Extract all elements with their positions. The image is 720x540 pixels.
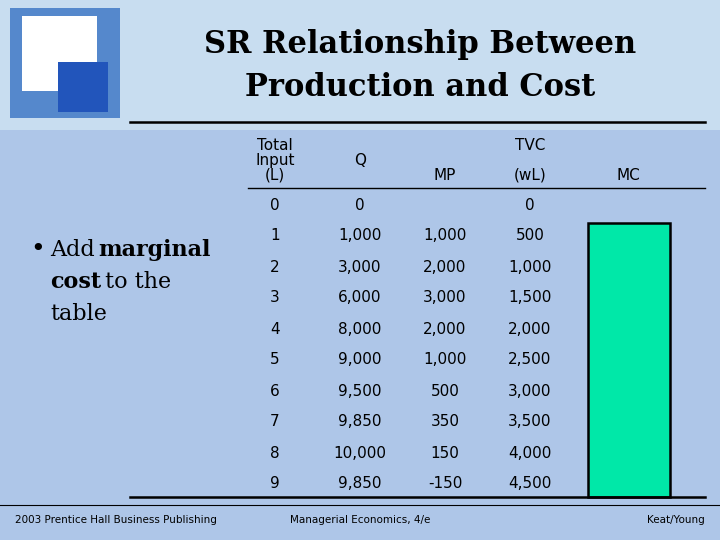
Text: 1: 1 [270, 228, 280, 244]
Text: 2,500: 2,500 [508, 353, 552, 368]
Text: Keat/Young: Keat/Young [647, 515, 705, 525]
Bar [22, 16, 97, 91]
Text: 500: 500 [516, 228, 544, 244]
Text: 0: 0 [355, 198, 365, 213]
Text: 0: 0 [270, 198, 280, 213]
Text: 4,500: 4,500 [508, 476, 552, 491]
Text: 10,000: 10,000 [333, 446, 387, 461]
Text: 7: 7 [270, 415, 280, 429]
Text: 3,500: 3,500 [508, 415, 552, 429]
Bar [58, 62, 108, 112]
Text: 2,000: 2,000 [508, 321, 552, 336]
Bar [588, 223, 670, 497]
Bar [10, 8, 120, 118]
Text: 2,000: 2,000 [423, 260, 467, 274]
Text: table: table [50, 303, 107, 325]
Text: 2,000: 2,000 [423, 321, 467, 336]
Text: •: • [30, 239, 45, 261]
Text: Total: Total [257, 138, 293, 153]
Text: cost: cost [50, 271, 101, 293]
Text: 1,000: 1,000 [423, 228, 467, 244]
Text: (L): (L) [265, 168, 285, 183]
Text: 1,000: 1,000 [423, 353, 467, 368]
Text: 3,000: 3,000 [508, 383, 552, 399]
Text: 8,000: 8,000 [338, 321, 382, 336]
Text: 2003 Prentice Hall Business Publishing: 2003 Prentice Hall Business Publishing [15, 515, 217, 525]
Text: 2: 2 [270, 260, 280, 274]
Text: 9,850: 9,850 [338, 476, 382, 491]
Text: 1,000: 1,000 [508, 260, 552, 274]
Text: Input: Input [256, 153, 294, 168]
Text: 4,000: 4,000 [508, 446, 552, 461]
Text: 9,850: 9,850 [338, 415, 382, 429]
Text: MC: MC [616, 168, 640, 183]
Text: 350: 350 [431, 415, 459, 429]
Text: 9,000: 9,000 [338, 353, 382, 368]
Text: Production and Cost: Production and Cost [245, 72, 595, 104]
Text: 150: 150 [431, 446, 459, 461]
Text: 1,000: 1,000 [338, 228, 382, 244]
Text: 5: 5 [270, 353, 280, 368]
Text: 6,000: 6,000 [338, 291, 382, 306]
Text: 6: 6 [270, 383, 280, 399]
Text: 3: 3 [270, 291, 280, 306]
Text: 8: 8 [270, 446, 280, 461]
Text: (wL): (wL) [513, 168, 546, 183]
Text: 9: 9 [270, 476, 280, 491]
Text: Q: Q [354, 153, 366, 168]
Text: Add: Add [50, 239, 102, 261]
Text: 3,000: 3,000 [423, 291, 467, 306]
Text: marginal: marginal [98, 239, 210, 261]
Text: SR Relationship Between: SR Relationship Between [204, 30, 636, 60]
Text: 3,000: 3,000 [338, 260, 382, 274]
Text: to the: to the [98, 271, 171, 293]
Text: 4: 4 [270, 321, 280, 336]
Text: -150: -150 [428, 476, 462, 491]
Text: 9,500: 9,500 [338, 383, 382, 399]
Text: 500: 500 [431, 383, 459, 399]
Text: TVC: TVC [515, 138, 545, 153]
Bar [0, 0, 720, 130]
Text: MP: MP [434, 168, 456, 183]
Text: 0: 0 [525, 198, 535, 213]
Text: Managerial Economics, 4/e: Managerial Economics, 4/e [290, 515, 430, 525]
Text: 1,500: 1,500 [508, 291, 552, 306]
